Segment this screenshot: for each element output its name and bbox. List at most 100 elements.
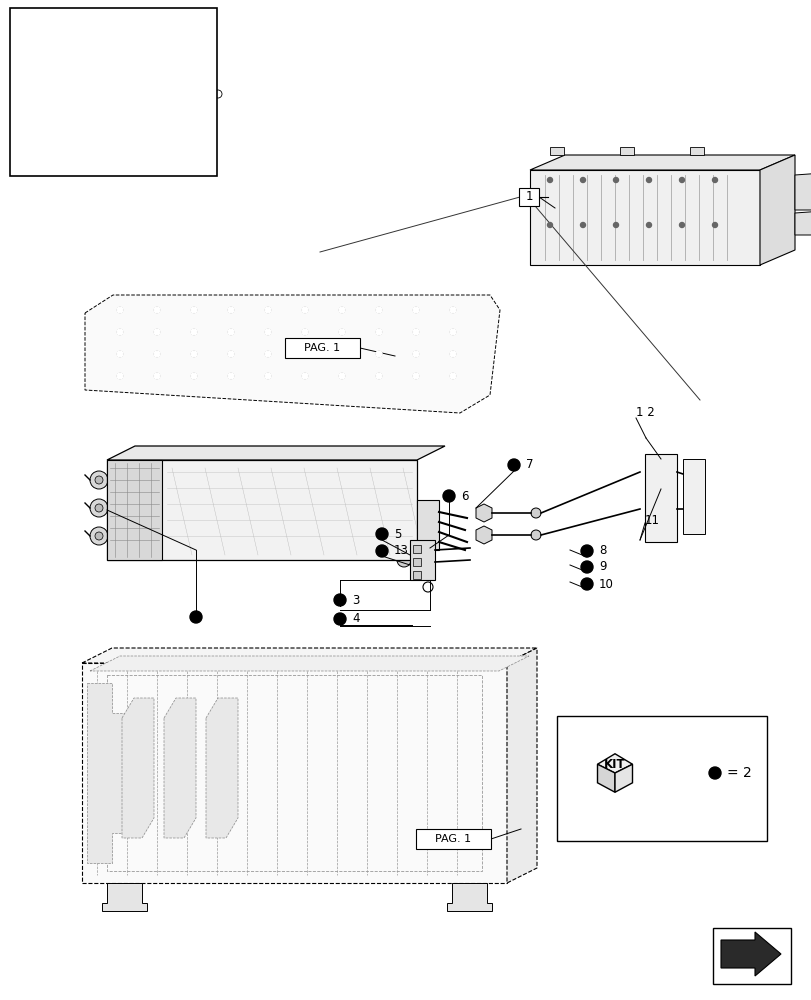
Bar [644, 454, 676, 542]
Circle shape [191, 329, 197, 335]
Polygon shape [82, 648, 536, 663]
Text: = 2: = 2 [726, 766, 751, 780]
Circle shape [154, 351, 160, 357]
Circle shape [653, 502, 667, 516]
Circle shape [264, 351, 271, 357]
Circle shape [302, 329, 307, 335]
Circle shape [413, 329, 418, 335]
Polygon shape [475, 526, 491, 544]
Circle shape [530, 508, 540, 518]
Circle shape [191, 373, 197, 379]
Circle shape [711, 223, 717, 228]
Circle shape [413, 373, 418, 379]
Polygon shape [530, 155, 794, 170]
Circle shape [154, 307, 160, 313]
Circle shape [415, 534, 424, 542]
Circle shape [90, 527, 108, 545]
Circle shape [375, 351, 381, 357]
Circle shape [338, 351, 345, 357]
Polygon shape [107, 460, 417, 560]
Bar [413, 571, 420, 579]
Polygon shape [597, 754, 632, 773]
Text: 9: 9 [599, 560, 606, 574]
Circle shape [302, 373, 307, 379]
Polygon shape [105, 52, 195, 74]
Circle shape [375, 373, 381, 379]
Circle shape [613, 223, 618, 228]
Bar [415, 829, 491, 849]
Circle shape [580, 178, 585, 183]
Circle shape [117, 351, 122, 357]
Circle shape [228, 329, 234, 335]
Circle shape [95, 476, 103, 484]
Circle shape [302, 307, 307, 313]
Circle shape [191, 307, 197, 313]
Circle shape [547, 223, 551, 228]
Circle shape [443, 490, 454, 502]
Text: 10: 10 [599, 578, 613, 590]
Bar [417, 500, 439, 550]
Polygon shape [206, 698, 238, 838]
Circle shape [646, 178, 650, 183]
Circle shape [117, 373, 122, 379]
Circle shape [154, 373, 160, 379]
Circle shape [264, 307, 271, 313]
Bar [413, 558, 420, 566]
Polygon shape [475, 504, 491, 522]
Circle shape [190, 611, 202, 623]
Polygon shape [107, 675, 482, 871]
Polygon shape [85, 295, 500, 413]
Circle shape [375, 528, 388, 540]
Polygon shape [107, 446, 444, 460]
Bar [556, 716, 766, 841]
Circle shape [657, 506, 663, 512]
Polygon shape [122, 698, 154, 838]
Circle shape [413, 307, 418, 313]
Circle shape [689, 469, 698, 479]
Text: 8: 8 [599, 544, 606, 558]
Circle shape [530, 530, 540, 540]
Bar [549, 147, 564, 155]
Circle shape [679, 223, 684, 228]
Circle shape [413, 351, 418, 357]
Polygon shape [102, 883, 147, 911]
Polygon shape [614, 764, 632, 792]
Circle shape [375, 545, 388, 557]
Polygon shape [759, 155, 794, 265]
Bar [620, 147, 633, 155]
Circle shape [646, 223, 650, 228]
Circle shape [228, 373, 234, 379]
Circle shape [581, 545, 592, 557]
Text: 7: 7 [526, 458, 533, 472]
Text: 3: 3 [351, 593, 359, 606]
Circle shape [375, 307, 381, 313]
Circle shape [90, 499, 108, 517]
Circle shape [415, 524, 424, 532]
Circle shape [90, 471, 108, 489]
Polygon shape [597, 764, 614, 792]
Circle shape [397, 553, 410, 567]
Bar [285, 338, 359, 358]
Text: 4: 4 [351, 612, 359, 626]
Circle shape [689, 504, 698, 514]
Circle shape [657, 468, 663, 476]
Circle shape [333, 594, 345, 606]
Circle shape [154, 329, 160, 335]
Bar [518, 188, 539, 206]
Circle shape [708, 767, 720, 779]
Polygon shape [82, 663, 506, 883]
Circle shape [375, 329, 381, 335]
Circle shape [338, 329, 345, 335]
Circle shape [228, 307, 234, 313]
Circle shape [508, 459, 519, 471]
Polygon shape [164, 698, 195, 838]
Circle shape [449, 351, 456, 357]
Circle shape [95, 504, 103, 512]
Polygon shape [506, 648, 536, 883]
Bar [10, 8, 217, 176]
Text: PAG. 1: PAG. 1 [304, 343, 340, 353]
Circle shape [581, 578, 592, 590]
Circle shape [302, 351, 307, 357]
Polygon shape [87, 683, 132, 863]
Polygon shape [794, 173, 811, 210]
